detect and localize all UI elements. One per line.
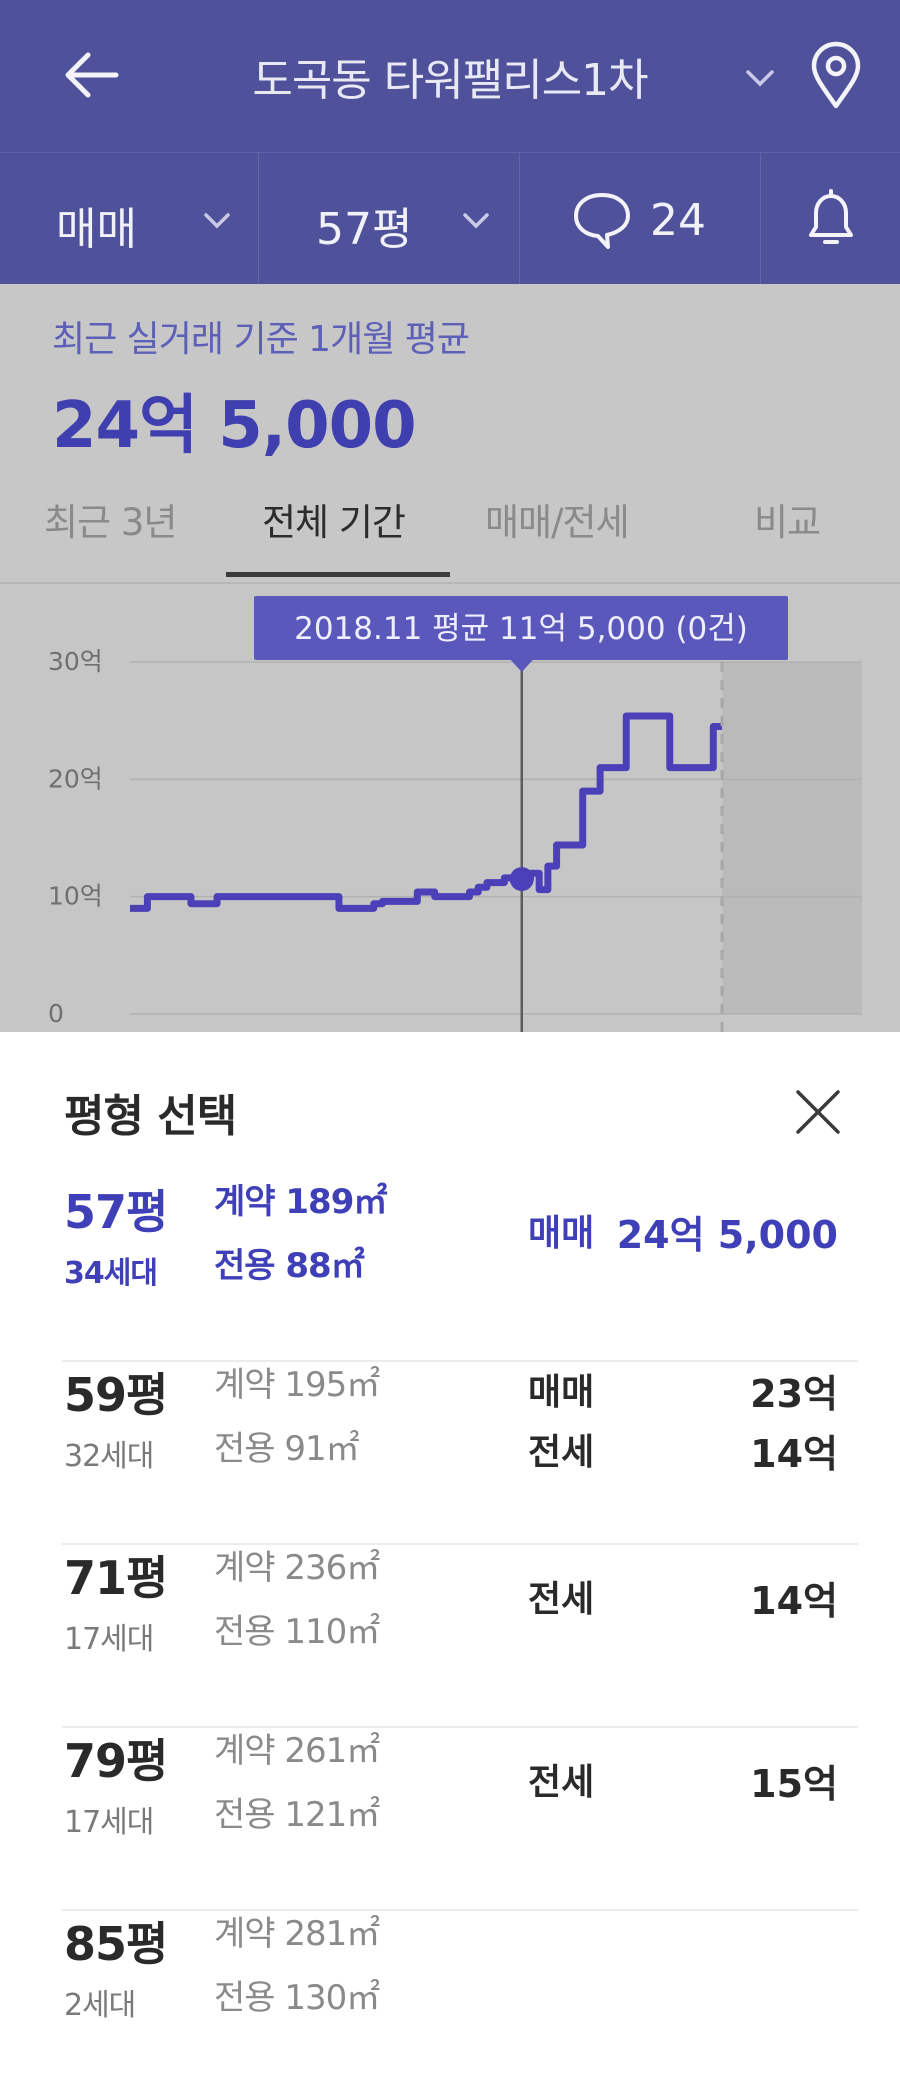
close-icon xyxy=(796,1090,840,1134)
household-count: 32세대 xyxy=(64,1439,154,1474)
price-line xyxy=(130,712,722,912)
title-dropdown-chevron[interactable] xyxy=(740,58,780,98)
price-chart[interactable]: 30억 20억 10억 0 2018.11 평균 11억 5,000 (0건) xyxy=(0,584,900,1032)
back-arrow-icon xyxy=(65,52,119,98)
summary-label: 최근 실거래 기준 1개월 평균 xyxy=(52,319,470,360)
pyeong-label: 57평 xyxy=(64,1185,168,1239)
location-pin-icon xyxy=(811,41,861,109)
trade-type: 매매 xyxy=(528,1372,595,1413)
active-tab-indicator xyxy=(226,572,450,577)
chevron-down-icon xyxy=(204,213,230,229)
comments-button[interactable]: 24 xyxy=(520,153,760,285)
row-divider xyxy=(62,1726,858,1728)
pyeong-label: 79평 xyxy=(64,1734,168,1788)
row-divider xyxy=(62,1543,858,1545)
divider xyxy=(519,153,520,285)
location-button[interactable] xyxy=(806,40,866,112)
pyeong-label: 59평 xyxy=(64,1368,168,1422)
exclusive-area: 전용 88㎡ xyxy=(214,1246,365,1286)
size-select-sheet: 평형 선택 57평 34세대 계약 189㎡ 전용 88㎡ 매매 24억 5,000 59평… xyxy=(0,1032,900,2094)
price-chart-svg: 30억 20억 10억 0 2018.11 평균 11억 5,000 (0건) xyxy=(48,596,862,1032)
y-tick-label: 20억 xyxy=(48,764,103,793)
y-tick-label: 30억 xyxy=(48,647,103,676)
exclusive-area: 전용 130㎡ xyxy=(214,1978,380,2018)
trade-price: 24억 5,000 xyxy=(616,1213,838,1257)
contract-area: 계약 189㎡ xyxy=(214,1182,387,1222)
contract-area: 계약 195㎡ xyxy=(214,1365,380,1405)
exclusive-area: 전용 121㎡ xyxy=(214,1795,380,1835)
household-count: 17세대 xyxy=(64,1805,154,1840)
divider xyxy=(760,153,761,285)
deal-type-label: 매매 xyxy=(56,204,137,255)
tooltip-text: 2018.11 평균 11억 5,000 (0건) xyxy=(294,611,748,647)
exclusive-area: 전용 110㎡ xyxy=(214,1612,380,1652)
pyeong-label: 85평 xyxy=(64,1917,168,1971)
divider xyxy=(258,153,259,285)
tab-all-period[interactable]: 전체 기간 xyxy=(262,501,406,544)
divider xyxy=(0,582,900,584)
exclusive-area: 전용 91㎡ xyxy=(214,1429,360,1469)
close-button[interactable] xyxy=(790,1084,846,1140)
apartment-title[interactable]: 도곡동 타워팰리스1차 xyxy=(252,55,648,106)
chevron-down-icon xyxy=(463,213,489,229)
tab-compare[interactable]: 비교 xyxy=(754,501,821,544)
contract-area: 계약 261㎡ xyxy=(214,1731,380,1771)
back-button[interactable] xyxy=(58,40,128,110)
filter-bar: 매매 57평 24 xyxy=(0,152,900,285)
household-count: 34세대 xyxy=(64,1256,158,1291)
deal-type-dropdown[interactable]: 매매 xyxy=(0,153,258,285)
row-divider xyxy=(62,1360,858,1362)
household-count: 17세대 xyxy=(64,1622,154,1657)
tab-sale-jeonse[interactable]: 매매/전세 xyxy=(485,501,630,544)
tooltip-pointer xyxy=(510,660,533,672)
summary-price: 24억 5,000 xyxy=(52,389,417,463)
trade-price: 23억 xyxy=(750,1372,838,1416)
y-tick-label: 0 xyxy=(48,999,64,1028)
size-row-85평[interactable]: 85평 2세대 계약 281㎡ 전용 130㎡ xyxy=(62,1882,858,2065)
trade-type: 전세 xyxy=(528,1579,595,1620)
highlight-point xyxy=(509,867,534,892)
price-summary: 최근 실거래 기준 1개월 평균 24억 5,000 최근 3년 전체 기간 매… xyxy=(0,284,900,584)
y-tick-label: 10억 xyxy=(48,882,103,911)
comment-count: 24 xyxy=(650,195,706,246)
trade-price: 15억 xyxy=(750,1762,838,1806)
trade-type: 전세 xyxy=(528,1432,595,1473)
notification-button[interactable] xyxy=(761,153,900,285)
trade-type: 전세 xyxy=(528,1762,595,1803)
trade-type: 매매 xyxy=(528,1213,595,1254)
size-row-71평[interactable]: 71평 17세대 계약 236㎡ 전용 110㎡ 전세 14억 xyxy=(62,1516,858,1699)
size-row-79평[interactable]: 79평 17세대 계약 261㎡ 전용 121㎡ 전세 15억 xyxy=(62,1699,858,1882)
sheet-title: 평형 선택 xyxy=(64,1091,237,1142)
household-count: 2세대 xyxy=(64,1988,136,2023)
size-label: 57평 xyxy=(316,204,413,255)
contract-area: 계약 281㎡ xyxy=(214,1914,380,1954)
contract-area: 계약 236㎡ xyxy=(214,1548,380,1588)
chevron-down-icon xyxy=(746,70,774,87)
bell-icon xyxy=(809,189,853,244)
trade-price: 14억 xyxy=(750,1432,838,1476)
row-divider xyxy=(62,1909,858,1911)
trade-price: 14억 xyxy=(750,1579,838,1623)
tab-recent-3-years[interactable]: 최근 3년 xyxy=(44,501,177,544)
future-region xyxy=(722,662,862,1014)
top-app-bar: 도곡동 타워팰리스1차 xyxy=(0,0,900,152)
size-dropdown[interactable]: 57평 xyxy=(259,153,519,285)
pyeong-label: 71평 xyxy=(64,1551,168,1605)
size-row-57평[interactable]: 57평 34세대 계약 189㎡ 전용 88㎡ 매매 24억 5,000 xyxy=(62,1150,858,1333)
chat-bubble-icon xyxy=(574,193,630,249)
tooltip-box xyxy=(254,596,788,660)
